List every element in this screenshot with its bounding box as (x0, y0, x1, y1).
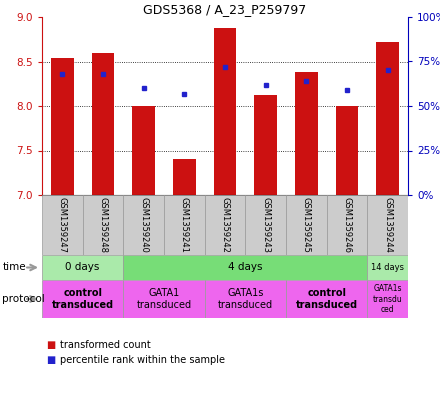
Bar (254, 95, 277, 195)
Text: 4 days: 4 days (228, 263, 263, 272)
Bar (42, 280, 123, 318)
Bar (42, 255, 123, 280)
Bar (132, 106, 155, 195)
Text: ■: ■ (46, 340, 55, 350)
Bar (367, 255, 408, 280)
Text: GSM1359247: GSM1359247 (58, 197, 67, 253)
Text: GSM1359248: GSM1359248 (99, 197, 107, 253)
Text: GSM1359243: GSM1359243 (261, 197, 270, 253)
Bar (51, 58, 73, 195)
Bar (83, 195, 123, 255)
Text: time: time (2, 263, 26, 272)
Bar (286, 280, 367, 318)
Text: control
transduced: control transduced (51, 288, 114, 310)
Text: GSM1359240: GSM1359240 (139, 197, 148, 253)
Text: GATA1s
transduced: GATA1s transduced (218, 288, 273, 310)
Text: 14 days: 14 days (371, 263, 404, 272)
Text: GATA1s
transdu
ced: GATA1s transdu ced (373, 284, 403, 314)
Title: GDS5368 / A_23_P259797: GDS5368 / A_23_P259797 (143, 3, 307, 16)
Text: GSM1359241: GSM1359241 (180, 197, 189, 253)
Text: GSM1359245: GSM1359245 (302, 197, 311, 253)
Bar (92, 53, 114, 195)
Bar (286, 195, 326, 255)
Bar (336, 106, 358, 195)
Bar (246, 195, 286, 255)
Text: 0 days: 0 days (66, 263, 100, 272)
Bar (205, 195, 246, 255)
Text: transformed count: transformed count (60, 340, 151, 350)
Text: protocol: protocol (2, 294, 45, 304)
Text: GSM1359246: GSM1359246 (342, 197, 352, 253)
Bar (367, 280, 408, 318)
Bar (123, 195, 164, 255)
Text: GSM1359242: GSM1359242 (220, 197, 230, 253)
Text: GSM1359244: GSM1359244 (383, 197, 392, 253)
Text: control
transduced: control transduced (296, 288, 358, 310)
Bar (367, 195, 408, 255)
Bar (42, 195, 83, 255)
Bar (164, 195, 205, 255)
Bar (205, 280, 286, 318)
Text: percentile rank within the sample: percentile rank within the sample (60, 355, 225, 365)
Bar (295, 72, 318, 195)
Text: ■: ■ (46, 355, 55, 365)
Bar (214, 28, 236, 195)
Bar (123, 255, 367, 280)
Bar (173, 160, 195, 195)
Bar (326, 195, 367, 255)
Text: GATA1
transduced: GATA1 transduced (136, 288, 191, 310)
Bar (123, 280, 205, 318)
Bar (377, 42, 399, 195)
